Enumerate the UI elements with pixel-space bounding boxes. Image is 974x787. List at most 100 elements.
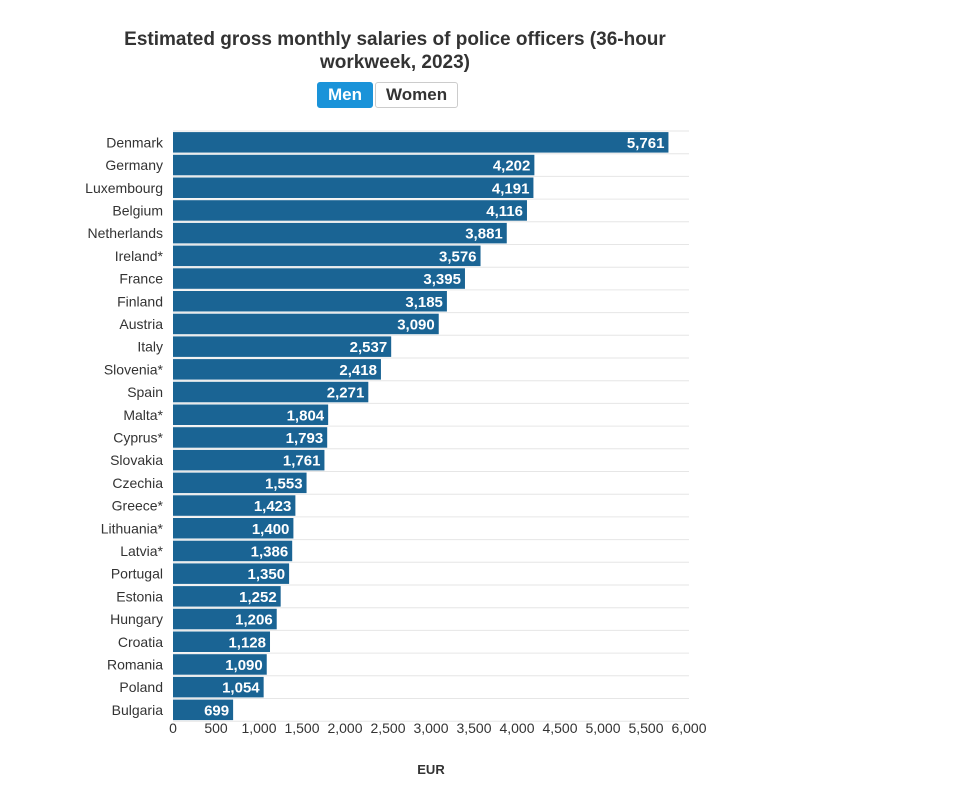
bar-17[interactable] — [173, 518, 294, 539]
data-label-13: 1,793 — [286, 430, 324, 447]
x-axis-title: EUR — [417, 762, 445, 777]
x-tick-label-2: 1,000 — [241, 720, 276, 736]
bar-12[interactable] — [173, 404, 329, 426]
bar-19[interactable] — [173, 563, 290, 584]
data-label-8: 3,090 — [397, 316, 435, 333]
x-tick-label-0: 0 — [169, 720, 177, 736]
data-label-19: 1,350 — [248, 566, 286, 583]
bar-2[interactable] — [173, 177, 534, 199]
data-label-16: 1,423 — [254, 498, 292, 515]
category-label-6: France — [119, 271, 163, 287]
category-label-19: Portugal — [111, 566, 163, 582]
bar-15[interactable] — [173, 472, 307, 494]
bar-1[interactable] — [173, 154, 535, 176]
data-label-14: 1,761 — [283, 453, 321, 470]
category-label-24: Poland — [119, 679, 163, 695]
category-label-12: Malta* — [123, 407, 163, 423]
data-label-10: 2,418 — [339, 362, 377, 379]
bar-7[interactable] — [173, 291, 447, 312]
category-label-25: Bulgaria — [112, 702, 164, 718]
category-labels: Denmark Germany Luxembourg Belgium Netherlan… — [85, 134, 164, 718]
data-label-7: 3,185 — [405, 294, 443, 311]
x-tick-label-10: 5,000 — [585, 720, 620, 736]
bar-13[interactable] — [173, 427, 328, 448]
category-label-20: Estonia — [116, 588, 163, 604]
bar-10[interactable] — [173, 359, 381, 380]
x-tick-label-5: 2,500 — [370, 720, 405, 736]
data-label-6: 3,395 — [423, 271, 461, 288]
x-axis-ticks: 0 500 1,000 1,500 2,000 2,500 3,000 3,500 4,000 4… — [169, 720, 707, 736]
bar-22[interactable] — [173, 631, 271, 653]
data-label-23: 1,090 — [225, 657, 263, 674]
category-label-1: Germany — [105, 157, 163, 173]
chart-title: Estimated gross monthly salaries of poli… — [124, 29, 666, 73]
x-tick-label-1: 500 — [204, 720, 228, 736]
data-label-3: 4,116 — [486, 203, 523, 220]
bar-4[interactable] — [173, 222, 507, 244]
category-label-16: Greece* — [112, 498, 164, 514]
data-label-12: 1,804 — [287, 407, 325, 424]
bars: 5,761 4,202 4,191 4,116 3,881 3,576 3,395 3,185… — [173, 132, 669, 721]
data-label-25: 699 — [204, 702, 229, 719]
category-label-0: Denmark — [106, 134, 164, 150]
data-label-0: 5,761 — [627, 135, 665, 152]
category-label-9: Italy — [137, 339, 163, 355]
data-label-5: 3,576 — [439, 248, 477, 265]
x-tick-label-11: 5,500 — [628, 720, 663, 736]
bar-18[interactable] — [173, 540, 293, 562]
category-label-15: Czechia — [112, 475, 163, 491]
data-label-24: 1,054 — [222, 680, 260, 697]
data-label-2: 4,191 — [492, 180, 530, 197]
category-label-14: Slovakia — [110, 452, 163, 468]
grid-lines — [173, 130, 689, 722]
category-label-8: Austria — [119, 316, 163, 332]
category-label-4: Netherlands — [88, 225, 164, 241]
category-label-2: Luxembourg — [85, 180, 163, 196]
x-tick-label-4: 2,000 — [327, 720, 362, 736]
data-label-22: 1,128 — [228, 634, 266, 651]
bar-25[interactable] — [173, 699, 234, 721]
category-label-23: Romania — [107, 656, 163, 672]
category-label-11: Spain — [127, 384, 163, 400]
data-label-9: 2,537 — [350, 339, 388, 356]
bar-8[interactable] — [173, 313, 439, 335]
bar-0[interactable] — [173, 132, 669, 153]
bar-20[interactable] — [173, 586, 281, 607]
category-label-17: Lithuania* — [101, 520, 164, 536]
data-label-15: 1,553 — [265, 475, 303, 492]
bar-11[interactable] — [173, 381, 369, 403]
data-label-17: 1,400 — [252, 521, 290, 538]
data-label-21: 1,206 — [235, 612, 273, 629]
bar-9[interactable] — [173, 336, 392, 357]
category-label-5: Ireland* — [115, 248, 164, 264]
category-label-21: Hungary — [110, 611, 163, 627]
data-label-11: 2,271 — [327, 385, 365, 402]
bar-24[interactable] — [173, 676, 264, 698]
category-label-22: Croatia — [118, 634, 163, 650]
x-tick-label-8: 4,000 — [499, 720, 534, 736]
gender-toggle: Men Women — [317, 82, 459, 108]
category-label-7: Finland — [117, 293, 163, 309]
bar-6[interactable] — [173, 268, 465, 289]
category-label-18: Latvia* — [120, 543, 163, 559]
data-label-20: 1,252 — [239, 589, 277, 606]
data-label-18: 1,386 — [251, 543, 289, 560]
women-button[interactable]: Women — [375, 82, 459, 108]
category-label-3: Belgium — [112, 202, 163, 218]
bar-21[interactable] — [173, 608, 277, 630]
data-label-4: 3,881 — [465, 226, 503, 243]
x-tick-label-6: 3,000 — [413, 720, 448, 736]
men-button[interactable]: Men — [317, 82, 373, 108]
x-tick-label-7: 3,500 — [456, 720, 491, 736]
category-label-13: Cyprus* — [113, 429, 163, 445]
bar-3[interactable] — [173, 200, 527, 221]
x-tick-label-9: 4,500 — [542, 720, 577, 736]
bar-16[interactable] — [173, 495, 296, 516]
category-label-10: Slovenia* — [104, 361, 164, 377]
data-label-1: 4,202 — [493, 158, 531, 175]
bar-23[interactable] — [173, 654, 267, 675]
bar-5[interactable] — [173, 245, 481, 267]
x-tick-label-3: 1,500 — [284, 720, 319, 736]
bar-14[interactable] — [173, 449, 325, 471]
